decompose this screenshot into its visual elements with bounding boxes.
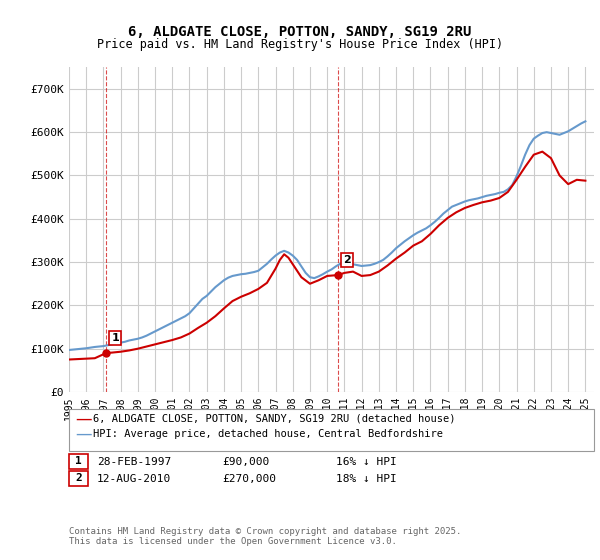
Text: 2: 2: [343, 255, 351, 265]
Text: 1: 1: [75, 456, 82, 466]
Text: 6, ALDGATE CLOSE, POTTON, SANDY, SG19 2RU: 6, ALDGATE CLOSE, POTTON, SANDY, SG19 2R…: [128, 25, 472, 39]
Text: HPI: Average price, detached house, Central Bedfordshire: HPI: Average price, detached house, Cent…: [93, 429, 443, 439]
Text: 18% ↓ HPI: 18% ↓ HPI: [336, 474, 397, 484]
Text: Price paid vs. HM Land Registry's House Price Index (HPI): Price paid vs. HM Land Registry's House …: [97, 38, 503, 51]
Text: 16% ↓ HPI: 16% ↓ HPI: [336, 457, 397, 467]
Text: 28-FEB-1997: 28-FEB-1997: [97, 457, 172, 467]
Text: 1: 1: [112, 333, 119, 343]
Text: —: —: [75, 410, 92, 428]
Text: 12-AUG-2010: 12-AUG-2010: [97, 474, 172, 484]
Text: —: —: [75, 425, 92, 443]
Text: Contains HM Land Registry data © Crown copyright and database right 2025.
This d: Contains HM Land Registry data © Crown c…: [69, 526, 461, 546]
Text: 6, ALDGATE CLOSE, POTTON, SANDY, SG19 2RU (detached house): 6, ALDGATE CLOSE, POTTON, SANDY, SG19 2R…: [93, 414, 455, 424]
Text: 2: 2: [75, 473, 82, 483]
Text: £270,000: £270,000: [222, 474, 276, 484]
Text: £90,000: £90,000: [222, 457, 269, 467]
